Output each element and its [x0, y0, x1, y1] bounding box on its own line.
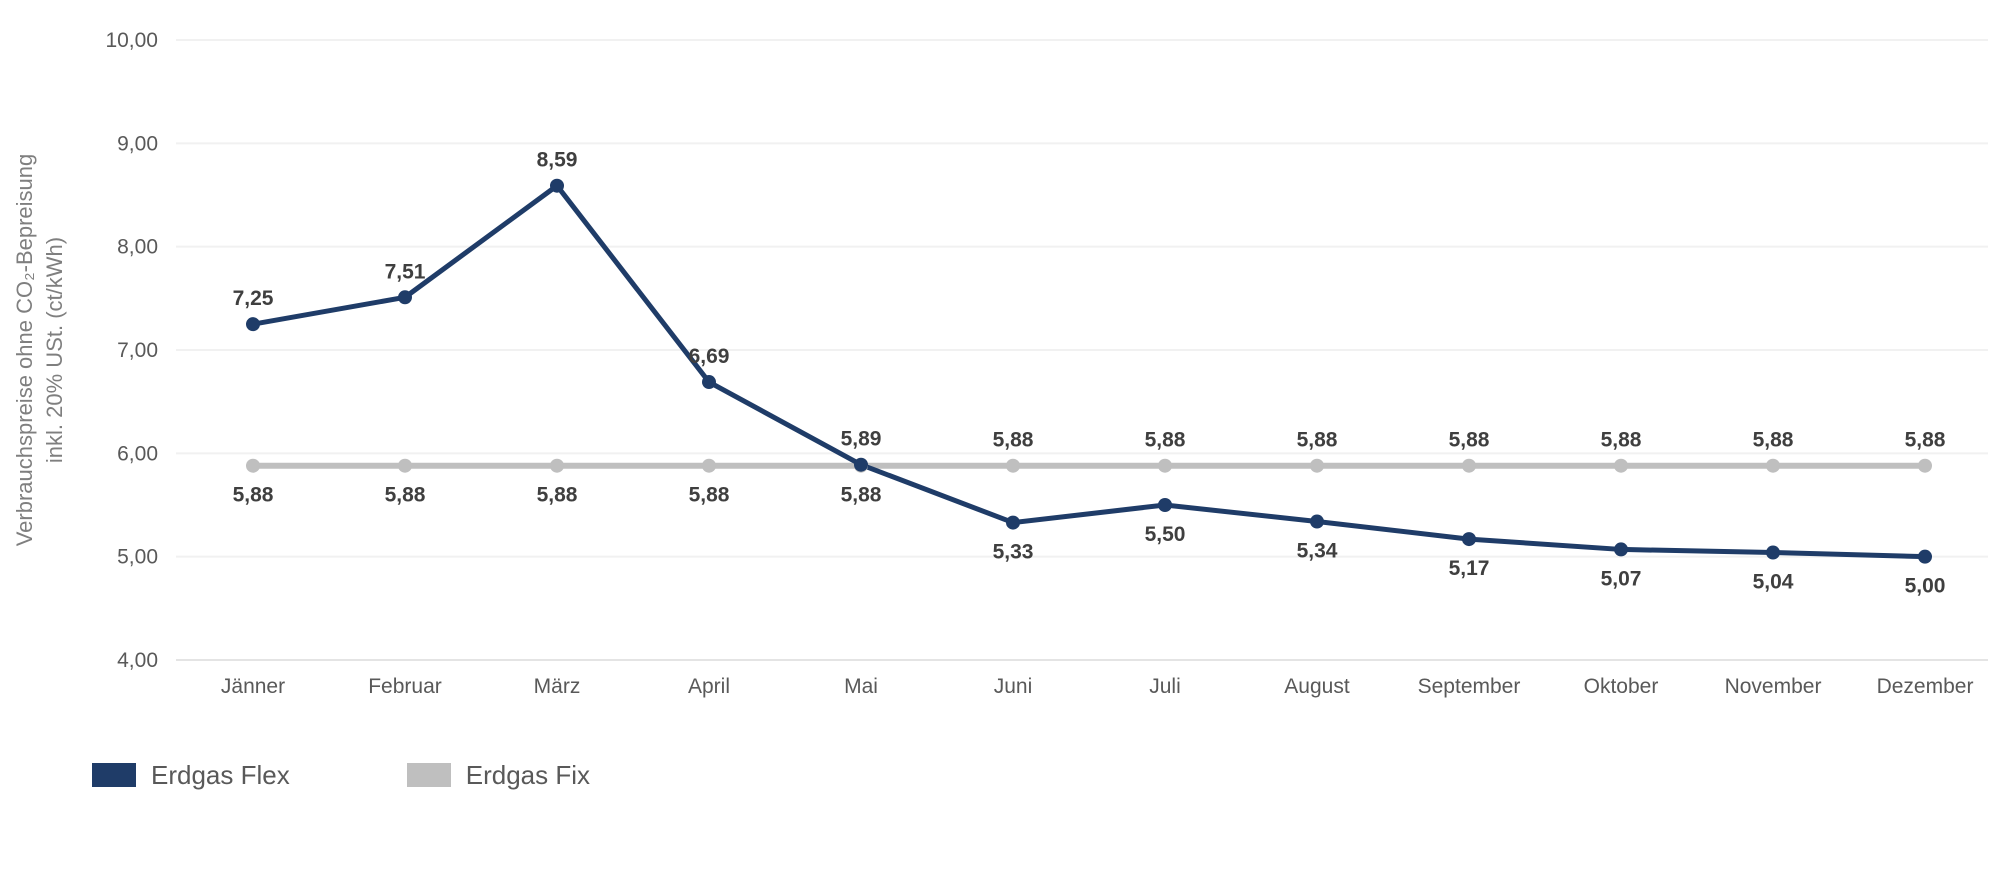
erdgas-fix-point	[1006, 458, 1020, 473]
y-tick-label: 4,00	[117, 649, 158, 672]
legend-swatch-flex	[92, 763, 136, 787]
legend-item-erdgas-fix: Erdgas Fix	[406, 760, 590, 790]
x-tick-label: Juni	[994, 675, 1033, 698]
erdgas-flex-point	[1158, 498, 1172, 512]
erdgas-fix-point	[1158, 458, 1172, 473]
erdgas-flex-point	[1918, 549, 1932, 564]
data-label: 5,88	[1905, 429, 1946, 452]
data-label: 5,88	[1297, 429, 1338, 452]
erdgas-fix-point	[550, 458, 564, 473]
data-label: 5,88	[841, 484, 882, 507]
data-label: 5,17	[1449, 557, 1490, 580]
y-axis-tick-labels: 10,00 9,00 8,00 7,00 6,00 5,00 4,00	[105, 29, 158, 672]
data-label: 5,88	[1145, 429, 1186, 452]
gridlines	[176, 39, 1988, 661]
erdgas-flex-point	[1006, 515, 1020, 530]
x-tick-label: April	[688, 675, 730, 698]
erdgas-flex-point	[246, 317, 260, 332]
data-label: 5,50	[1145, 523, 1186, 546]
erdgas-flex-point	[550, 178, 564, 193]
data-label: 8,59	[537, 149, 578, 172]
erdgas-flex-point	[702, 375, 716, 390]
erdgas-flex-point	[1614, 542, 1628, 557]
data-label: 6,69	[689, 345, 730, 368]
y-tick-label: 9,00	[117, 132, 158, 155]
y-tick-label: 8,00	[117, 236, 158, 259]
erdgas-fix-point	[1310, 458, 1324, 473]
y-tick-label: 6,00	[117, 442, 158, 465]
data-label: 5,88	[1601, 429, 1642, 452]
legend-item-erdgas-flex: Erdgas Flex	[92, 760, 290, 790]
erdgas-fix-points	[246, 458, 1932, 473]
legend-label-flex: Erdgas Flex	[151, 760, 290, 790]
line-chart: 10,00 9,00 8,00 7,00 6,00 5,00 4,00 Jänner Febru…	[105, 29, 1988, 698]
data-label: 7,25	[233, 287, 274, 310]
data-label: 5,89	[841, 428, 882, 451]
y-tick-label: 5,00	[117, 546, 158, 569]
erdgas-fix-point	[246, 458, 260, 473]
data-label: 5,88	[233, 484, 274, 507]
erdgas-flex-data-labels: 7,25 7,51 8,59 6,69 5,89 5,33 5,50 5,34 5,17 5,07…	[233, 149, 1946, 598]
erdgas-fix-data-labels: 5,88 5,88 5,88 5,88 5,88 5,88 5,88 5,88 5,88 5,88…	[233, 429, 1946, 507]
erdgas-flex-line	[252, 183, 1926, 560]
data-label: 5,88	[1753, 429, 1794, 452]
data-label: 5,88	[993, 429, 1034, 452]
x-tick-label: November	[1725, 675, 1822, 698]
erdgas-flex-point	[1766, 545, 1780, 560]
erdgas-fix-point	[702, 458, 716, 473]
erdgas-fix-point	[398, 458, 412, 473]
x-tick-label: Oktober	[1584, 675, 1659, 698]
erdgas-flex-point	[1310, 514, 1324, 529]
data-label: 5,88	[689, 484, 730, 507]
data-label: 5,07	[1601, 567, 1642, 590]
legend-swatch-fix	[406, 763, 451, 787]
data-label: 5,00	[1905, 575, 1946, 598]
x-axis-month-labels: Jänner Februar März April Mai Juni Juli August S…	[221, 675, 1974, 698]
chart-legend: Erdgas Flex Erdgas Fix	[92, 760, 590, 790]
erdgas-flex-point	[1462, 532, 1476, 547]
x-tick-label: Mai	[844, 675, 878, 698]
x-tick-label: Dezember	[1877, 675, 1974, 698]
x-tick-label: September	[1418, 675, 1521, 698]
y-tick-label: 7,00	[117, 339, 158, 362]
y-tick-label: 10,00	[105, 29, 158, 52]
erdgas-fix-point	[1918, 458, 1932, 473]
x-tick-label: August	[1284, 675, 1350, 698]
erdgas-flex-point	[398, 290, 412, 305]
x-tick-label: März	[534, 675, 581, 698]
x-tick-label: Februar	[368, 675, 442, 698]
data-label: 5,88	[1449, 429, 1490, 452]
erdgas-fix-point	[1462, 458, 1476, 473]
x-tick-label: Juli	[1149, 675, 1181, 698]
erdgas-flex-point	[854, 457, 868, 472]
data-label: 5,33	[993, 541, 1034, 564]
data-label: 5,34	[1297, 540, 1338, 563]
erdgas-fix-point	[1614, 458, 1628, 473]
x-tick-label: Jänner	[221, 675, 285, 698]
data-label: 7,51	[385, 260, 426, 283]
data-label: 5,88	[537, 484, 578, 507]
erdgas-fix-point	[1766, 458, 1780, 473]
erdgas-flex-points	[246, 178, 1932, 564]
data-label: 5,04	[1753, 571, 1794, 594]
legend-label-fix: Erdgas Fix	[465, 760, 590, 790]
data-label: 5,88	[385, 484, 426, 507]
